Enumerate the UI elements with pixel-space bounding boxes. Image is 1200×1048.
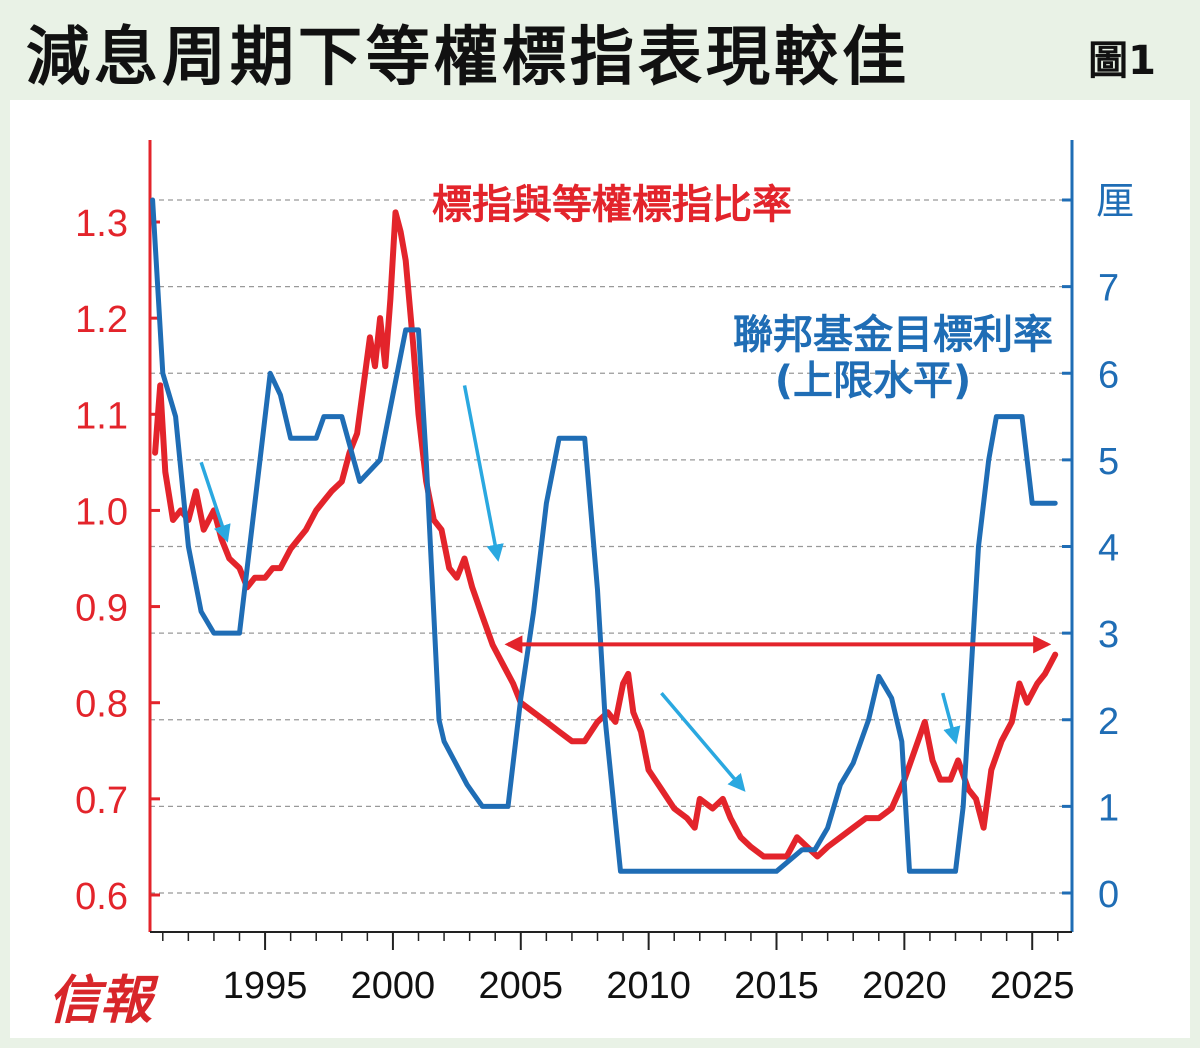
right-tick-label: 6: [1098, 354, 1119, 396]
right-tick-label: 4: [1098, 528, 1119, 570]
trend-arrow-4: [941, 692, 961, 745]
right-axis-unit: 厘: [1096, 179, 1134, 223]
fed-series-label: 聯邦基金目標利率: [733, 312, 1053, 358]
right-tick-label: 7: [1098, 268, 1119, 310]
ratio-series-label: 標指與等權標指比率: [432, 182, 792, 228]
chart-title: 減息周期下等權標指表現較佳: [26, 21, 910, 95]
right-tick-label: 1: [1098, 787, 1119, 829]
x-tick-label: 2000: [351, 965, 436, 1007]
x-tick-label: 2025: [990, 965, 1075, 1007]
right-tick-label: 0: [1098, 874, 1119, 916]
trend-arrow-1: [199, 461, 231, 543]
trend-arrow-2: [462, 385, 504, 562]
fed-series-sublabel: (上限水平): [775, 358, 972, 404]
x-tick-label: 2005: [479, 965, 564, 1007]
plot-panel: [10, 100, 1190, 1038]
left-tick-label: 1.3: [75, 203, 128, 245]
left-tick-label: 0.7: [75, 780, 128, 822]
x-tick-label: 2010: [606, 965, 691, 1007]
left-tick-label: 0.6: [75, 876, 128, 918]
left-tick-label: 0.8: [75, 684, 128, 726]
ratio-line: [152, 209, 1059, 860]
fed-rate-line: [150, 197, 1058, 874]
left-tick-label: 1.1: [75, 395, 128, 437]
right-tick-label: 2: [1098, 701, 1119, 743]
publisher-logo: 信報: [48, 970, 153, 1031]
x-tick-label: 2020: [862, 965, 947, 1007]
x-tick-label: 2015: [734, 965, 819, 1007]
left-tick-label: 0.9: [75, 588, 128, 630]
trend-arrow-3: [660, 691, 746, 792]
x-tick-label: 1995: [223, 965, 308, 1007]
left-tick-label: 1.2: [75, 299, 128, 341]
figure-label: 圖1: [1088, 38, 1156, 84]
right-tick-label: 3: [1098, 614, 1119, 656]
left-tick-label: 1.0: [75, 491, 128, 533]
right-tick-label: 5: [1098, 441, 1119, 483]
